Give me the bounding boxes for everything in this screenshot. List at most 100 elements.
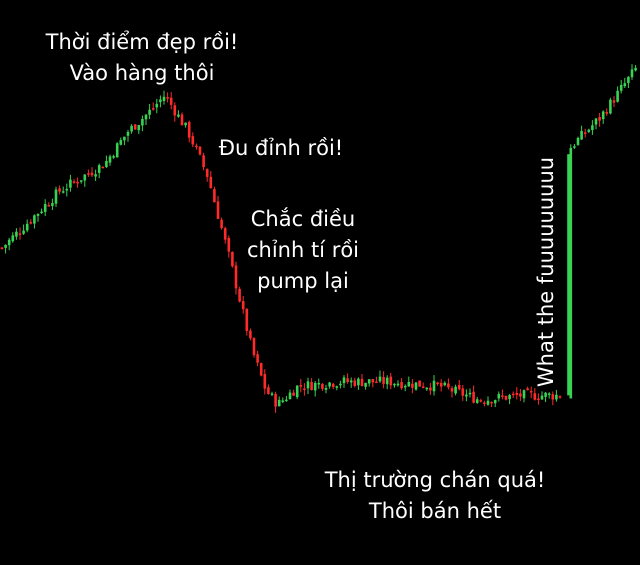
- candle-body-10: [36, 213, 40, 216]
- candle-body-173: [630, 69, 634, 78]
- candle-body-87: [313, 382, 317, 391]
- candle-body-65: [234, 265, 238, 289]
- candle-body-42: [151, 108, 155, 110]
- candle-body-5: [18, 233, 22, 235]
- candle-body-101: [364, 382, 367, 387]
- candle-body-40: [144, 114, 148, 120]
- candle-body-157: [573, 146, 576, 148]
- candle-body-154: [555, 394, 558, 400]
- candle-body-94: [339, 383, 342, 386]
- candle-body-3: [11, 235, 15, 242]
- annotation-entry: Thời điểm đẹp rồi! Vào hàng thôi: [26, 27, 258, 89]
- candle-body-79: [285, 399, 288, 402]
- candle-body-97: [349, 380, 353, 383]
- candle-body-19: [69, 179, 72, 188]
- candle-body-149: [537, 398, 540, 400]
- candle-body-129: [465, 394, 468, 397]
- candle-body-167: [609, 99, 612, 114]
- candle-body-134: [483, 402, 486, 405]
- candle-body-35: [126, 131, 130, 136]
- candle-body-147: [529, 390, 533, 393]
- candle-body-8: [29, 222, 33, 224]
- candle-body-86: [310, 382, 313, 391]
- candle-body-49: [177, 114, 180, 117]
- candle-body-120: [432, 380, 436, 392]
- candle-body-111: [400, 381, 403, 389]
- candle-body-125: [450, 388, 454, 392]
- candle-body-11: [40, 211, 43, 214]
- candle-body-119: [429, 387, 432, 391]
- candle-body-124: [447, 383, 450, 388]
- annotation-pump-line-2: chỉnh tí rồi: [246, 238, 360, 262]
- candle-body-169: [616, 90, 619, 102]
- candle-body-33: [119, 140, 123, 145]
- candle-body-100: [360, 378, 364, 387]
- candle-body-30: [108, 156, 112, 163]
- candle-body-4: [15, 231, 18, 237]
- candle-body-92: [331, 383, 335, 388]
- candle-body-127: [457, 384, 461, 390]
- candle-body-158: [576, 137, 580, 145]
- candle-body-99: [357, 378, 360, 386]
- candle-body-116: [418, 380, 421, 387]
- candle-body-130: [468, 392, 472, 395]
- annotation-entry-line-1: Thời điểm đẹp rồi!: [45, 30, 239, 54]
- candle-body-63: [227, 237, 231, 252]
- candle-body-51: [184, 122, 187, 126]
- candle-body-32: [115, 143, 119, 158]
- candle-body-41: [148, 109, 151, 115]
- candle-body-59: [213, 189, 216, 203]
- candle-body-88: [317, 382, 321, 385]
- candle-body-132: [475, 399, 479, 403]
- pump-candle: [567, 154, 571, 396]
- candle-body-171: [623, 83, 627, 87]
- candle-body-137: [493, 400, 497, 404]
- candle-body-108: [389, 376, 393, 386]
- candle-body-26: [94, 174, 97, 177]
- candle-body-95: [342, 377, 346, 384]
- candle-body-50: [180, 114, 184, 126]
- candle-body-104: [375, 381, 378, 384]
- candle-body-136: [490, 401, 493, 404]
- candle-body-90: [324, 388, 328, 390]
- candle-body-56: [202, 155, 205, 168]
- annotation-pump-line-3: pump lại: [257, 269, 349, 293]
- candle-body-109: [393, 383, 396, 386]
- candle-body-155: [558, 396, 562, 398]
- candle-body-113: [407, 381, 411, 387]
- candle-body-29: [105, 160, 108, 168]
- candle-body-160: [583, 132, 587, 134]
- candle-body-24: [87, 173, 90, 175]
- candle-body-54: [195, 145, 198, 148]
- candle-body-146: [526, 388, 529, 391]
- candle-body-140: [504, 395, 508, 400]
- candle-body-148: [533, 393, 537, 400]
- candle-body-105: [378, 376, 382, 382]
- candle-body-53: [191, 136, 195, 145]
- candle-body-27: [97, 165, 101, 173]
- candle-body-13: [47, 205, 51, 207]
- candle-body-58: [209, 176, 213, 189]
- candle-body-82: [295, 385, 299, 398]
- annotation-pump-line-1: Chắc điều: [250, 207, 356, 231]
- candle-body-66: [238, 288, 241, 302]
- annotation-entry-line-2: Vào hàng thôi: [69, 61, 215, 85]
- candle-body-15: [54, 189, 58, 204]
- candle-body-12: [43, 204, 47, 212]
- candle-body-170: [619, 84, 623, 91]
- annotation-bored-line-1: Thị trường chán quá!: [324, 468, 546, 492]
- candle-body-57: [205, 168, 209, 177]
- candle-body-131: [472, 391, 475, 403]
- candle-body-46: [166, 97, 169, 99]
- candle-body-44: [159, 99, 162, 103]
- candle-body-117: [421, 386, 425, 388]
- candle-body-110: [396, 383, 400, 386]
- annotation-bored-line-2: Thôi bán hết: [368, 499, 502, 523]
- candle-body-74: [267, 387, 270, 395]
- candle-body-36: [130, 125, 133, 132]
- annotation-what-the: What the fuuuuuuuuu: [534, 156, 558, 388]
- candle-body-70: [252, 338, 256, 356]
- candle-body-150: [540, 395, 544, 400]
- candle-body-38: [137, 125, 141, 131]
- candle-body-28: [101, 166, 105, 169]
